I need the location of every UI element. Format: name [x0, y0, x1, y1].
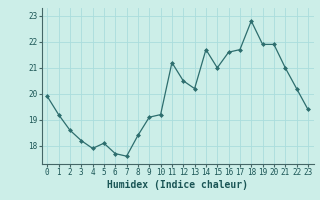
X-axis label: Humidex (Indice chaleur): Humidex (Indice chaleur): [107, 180, 248, 190]
